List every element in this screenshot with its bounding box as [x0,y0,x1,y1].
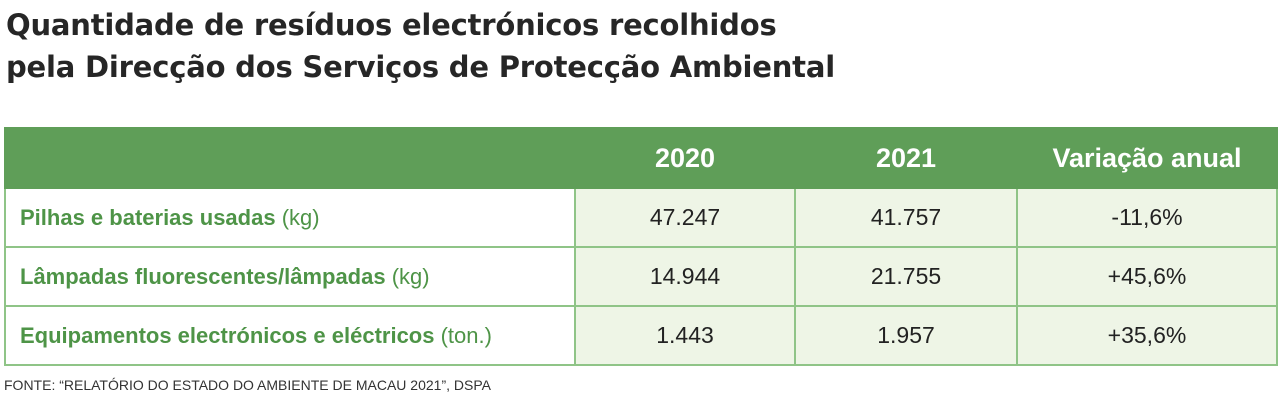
cell-variacao: -11,6% [1016,187,1278,248]
table-row: Equipamentos electrónicos e eléctricos (… [4,305,1278,366]
data-table: 2020 2021 Variação anual Pilhas e bateri… [4,127,1278,366]
row-label-unit: (ton.) [440,322,492,348]
cell-variacao: +45,6% [1016,246,1278,307]
source-note: FONTE: “RELATÓRIO DO ESTADO DO AMBIENTE … [4,377,491,393]
table-row: Lâmpadas fluorescentes/lâmpadas (kg) 14.… [4,246,1278,307]
header-cell-2020: 2020 [574,127,796,189]
chart-title: Quantidade de resíduos electrónicos reco… [6,4,1106,88]
cell-2020: 1.443 [574,305,796,366]
header-cell-variacao-anual: Variação anual [1016,127,1278,189]
cell-2021: 41.757 [794,187,1018,248]
cell-2021: 21.755 [794,246,1018,307]
row-label-name: Lâmpadas fluorescentes/lâmpadas [20,263,386,289]
row-label: Pilhas e baterias usadas (kg) [4,187,576,248]
cell-2021: 1.957 [794,305,1018,366]
row-label-unit: (kg) [391,263,430,289]
cell-2020: 47.247 [574,187,796,248]
cell-2020: 14.944 [574,246,796,307]
row-label-name: Equipamentos electrónicos e eléctricos [20,322,435,348]
chart-title-line-2: pela Direcção dos Serviços de Protecção … [6,50,835,84]
table-row: Pilhas e baterias usadas (kg) 47.247 41.… [4,187,1278,248]
table-header-row: 2020 2021 Variação anual [4,127,1278,189]
header-cell-empty [4,127,576,189]
row-label-unit: (kg) [281,204,320,230]
row-label: Lâmpadas fluorescentes/lâmpadas (kg) [4,246,576,307]
row-label-name: Pilhas e baterias usadas [20,204,276,230]
cell-variacao: +35,6% [1016,305,1278,366]
header-cell-2021: 2021 [794,127,1018,189]
row-label: Equipamentos electrónicos e eléctricos (… [4,305,576,366]
chart-title-line-1: Quantidade de resíduos electrónicos reco… [6,8,777,42]
